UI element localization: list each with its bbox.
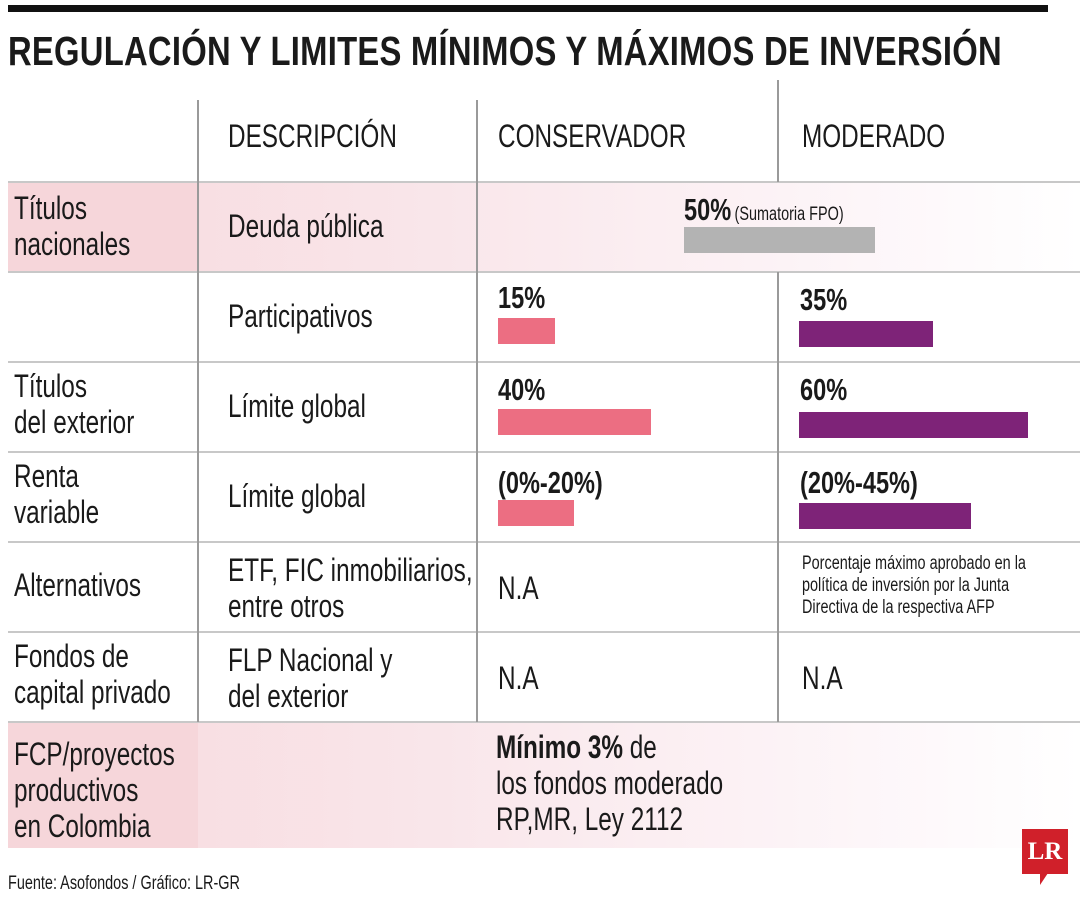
row-description: Deuda pública bbox=[228, 208, 384, 244]
conservador-value: N.A bbox=[498, 570, 539, 606]
header-descripcion: DESCRIPCIÓN bbox=[228, 118, 397, 154]
bar-shared bbox=[684, 227, 875, 253]
chart-title: REGULACIÓN Y LIMITES MÍNIMOS Y MÁXIMOS D… bbox=[8, 28, 1002, 74]
moderado-value: N.A bbox=[802, 660, 843, 696]
row-description: Participativos bbox=[228, 298, 373, 334]
shared-note: Mínimo 3% de los fondos moderado RP,MR, … bbox=[496, 729, 724, 837]
shared-value: 50% (Sumatoria FPO) bbox=[684, 192, 844, 227]
row-description: Límite global bbox=[228, 478, 366, 514]
lr-logo: LR bbox=[1022, 829, 1068, 874]
logo-tail bbox=[1040, 873, 1048, 885]
bar-conservador bbox=[498, 500, 575, 526]
header-moderado: MODERADO bbox=[802, 118, 946, 154]
row-label: Alternativos bbox=[14, 567, 142, 603]
source-note: Fuente: Asofondos / Gráfico: LR-GR bbox=[8, 873, 240, 894]
header-conservador: CONSERVADOR bbox=[498, 118, 687, 154]
moderado-value: 35% bbox=[800, 282, 848, 317]
top-rule bbox=[8, 5, 1048, 12]
conservador-value: 40% bbox=[498, 372, 546, 407]
row-label: Renta variable bbox=[14, 458, 100, 530]
row-description: Límite global bbox=[228, 388, 366, 424]
row-label: FCP/proyectos productivos en Colombia bbox=[14, 736, 175, 844]
label-highlight bbox=[8, 722, 198, 848]
moderado-value: (20%-45%) bbox=[800, 465, 918, 500]
bar-conservador bbox=[498, 318, 556, 344]
row-label: Títulos del exterior bbox=[14, 368, 135, 440]
conservador-value: (0%-20%) bbox=[498, 465, 603, 500]
row-label: Fondos de capital privado bbox=[14, 638, 171, 710]
moderado-note: Porcentaje máximo aprobado en la política… bbox=[802, 553, 1026, 618]
conservador-value: N.A bbox=[498, 660, 539, 696]
label-highlight bbox=[8, 182, 198, 272]
conservador-value: 15% bbox=[498, 280, 546, 315]
row-description: FLP Nacional y del exterior bbox=[228, 642, 393, 714]
bar-moderado bbox=[799, 412, 1029, 438]
row-label: Títulos nacionales bbox=[14, 190, 131, 262]
moderado-value: 60% bbox=[800, 372, 848, 407]
bar-moderado bbox=[799, 503, 971, 529]
bar-conservador bbox=[498, 409, 651, 435]
bar-moderado bbox=[799, 321, 933, 347]
row-description: ETF, FIC inmobiliarios, entre otros bbox=[228, 552, 473, 624]
